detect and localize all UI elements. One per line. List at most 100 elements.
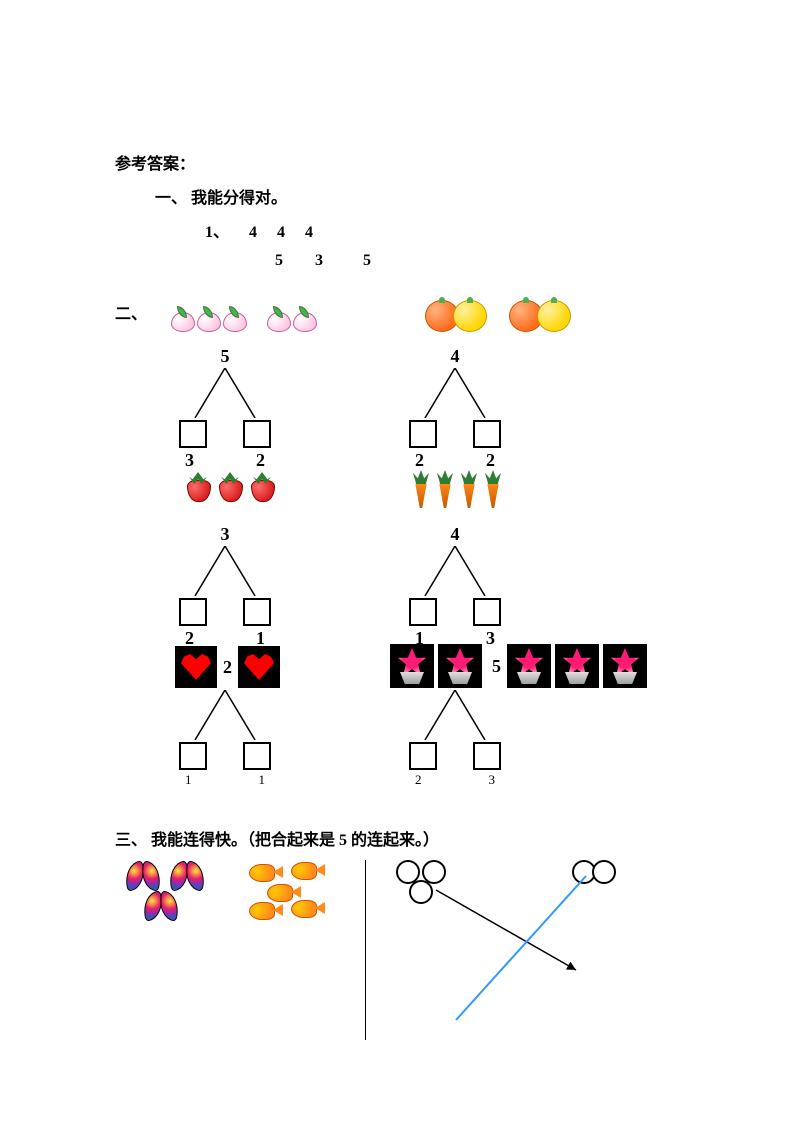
fork-box-right bbox=[473, 742, 501, 770]
fork-box-right bbox=[243, 598, 271, 626]
section3-heading: 三、 我能连得快。（把合起来是 5 的连起来。） bbox=[115, 826, 693, 850]
matching-lines-icon bbox=[416, 870, 616, 1030]
flower-icon bbox=[507, 644, 551, 688]
row2-v1: 5 bbox=[275, 252, 283, 269]
fork-box-left bbox=[409, 420, 437, 448]
fork-left: 2 bbox=[415, 450, 424, 471]
left-pictures bbox=[115, 860, 335, 1040]
peach-icon bbox=[219, 304, 249, 332]
fork-lines-icon bbox=[185, 368, 265, 418]
flower-icon bbox=[390, 644, 434, 688]
fish-group bbox=[245, 860, 335, 920]
butterfly-icon bbox=[125, 860, 161, 890]
fork-top: 4 bbox=[451, 524, 460, 545]
section1-row2: 5 3 5 bbox=[115, 252, 693, 270]
fork-top: 5 bbox=[221, 346, 230, 367]
fruit-row-1: 二、 bbox=[115, 300, 693, 332]
carrot-group bbox=[411, 470, 507, 510]
heart-fork-top-inline: 2 bbox=[223, 657, 232, 678]
fork-box-right bbox=[473, 598, 501, 626]
fork-right: 2 bbox=[486, 450, 495, 471]
flower-group: 5 bbox=[390, 644, 651, 688]
fork-box-left bbox=[409, 742, 437, 770]
butterfly-group bbox=[115, 860, 205, 920]
row1-prefix: 1、 bbox=[205, 224, 229, 241]
section2-label: 二、 bbox=[115, 300, 147, 324]
fish-icon bbox=[249, 900, 283, 920]
section1-label: 一、 bbox=[155, 190, 187, 207]
flower-icon bbox=[603, 644, 647, 688]
section3: 三、 我能连得快。（把合起来是 5 的连起来。） bbox=[115, 826, 693, 1040]
fish-icon bbox=[249, 862, 283, 882]
section2: 二、 5 bbox=[115, 300, 693, 816]
fork-box-left bbox=[409, 598, 437, 626]
divider bbox=[365, 860, 366, 1040]
fork-top: 4 bbox=[451, 346, 460, 367]
carrot-icon bbox=[435, 470, 455, 510]
butterfly-icon bbox=[143, 890, 179, 920]
carrot-icon bbox=[411, 470, 431, 510]
strawberry-icon bbox=[249, 470, 275, 502]
flower-fork-top-inline: 5 bbox=[492, 656, 501, 677]
fork-lines-icon bbox=[415, 368, 495, 418]
fork-right: 2 bbox=[256, 450, 265, 471]
section1-heading: 一、 我能分得对。 bbox=[115, 184, 693, 208]
fork-box-left bbox=[179, 420, 207, 448]
flower-fork: 2 3 bbox=[385, 686, 525, 816]
fish-icon bbox=[291, 860, 325, 880]
flower-icon bbox=[438, 644, 482, 688]
fork-box-left bbox=[179, 742, 207, 770]
fork-box-right bbox=[243, 742, 271, 770]
butterfly-icon bbox=[169, 860, 205, 890]
section1-row1: 1、 4 4 4 bbox=[115, 218, 693, 242]
fork-box-left bbox=[179, 598, 207, 626]
fork-lines-icon bbox=[185, 546, 265, 596]
row2-v2: 3 bbox=[315, 252, 323, 269]
row1-v2: 4 bbox=[277, 224, 285, 241]
strawberry-group bbox=[185, 470, 281, 510]
carrot-icon bbox=[483, 470, 503, 510]
heart-fork: 1 1 bbox=[155, 686, 295, 816]
fork-left: 3 bbox=[185, 450, 194, 471]
circle-groups bbox=[396, 860, 616, 1040]
strawberry-fork: 3 2 1 bbox=[155, 524, 295, 654]
fork-box-right bbox=[473, 420, 501, 448]
fruit-row-2 bbox=[185, 470, 693, 510]
fork-row-2: 3 2 1 4 1 3 bbox=[155, 518, 693, 654]
peach-icon bbox=[289, 304, 319, 332]
row1-v3: 4 bbox=[305, 224, 313, 241]
orange-group bbox=[425, 300, 571, 332]
fork-lines-icon bbox=[185, 690, 265, 740]
orange-fork: 4 2 2 bbox=[385, 346, 525, 476]
strawberry-icon bbox=[217, 470, 243, 502]
match-area bbox=[115, 860, 693, 1040]
fork-row-1: 5 3 2 4 2 2 bbox=[155, 340, 693, 476]
fork-lines-icon bbox=[415, 546, 495, 596]
fish-icon bbox=[291, 898, 325, 918]
fork-right: 3 bbox=[489, 772, 496, 788]
fork-top: 3 bbox=[221, 524, 230, 545]
strawberry-icon bbox=[185, 470, 211, 502]
carrot-fork: 4 1 3 bbox=[385, 524, 525, 654]
fork-box-right bbox=[243, 420, 271, 448]
answers-title: 参考答案： bbox=[115, 150, 693, 174]
row2-v3: 5 bbox=[363, 252, 371, 269]
section1-title: 我能分得对。 bbox=[191, 190, 287, 207]
fork-left: 1 bbox=[185, 772, 192, 788]
heart-icon bbox=[175, 646, 217, 688]
fork-right: 3 bbox=[486, 628, 495, 649]
fork-lines-icon bbox=[415, 690, 495, 740]
peach-fork: 5 3 2 bbox=[155, 346, 295, 476]
fork-row-3: 1 1 2 3 bbox=[155, 680, 693, 816]
fork-left: 2 bbox=[415, 772, 422, 788]
fork-right: 1 bbox=[259, 772, 266, 788]
section3-title: 我能连得快。（把合起来是 5 的连起来。） bbox=[151, 832, 439, 849]
flower-icon bbox=[555, 644, 599, 688]
section3-label: 三、 bbox=[115, 832, 147, 849]
orange-icon bbox=[453, 300, 487, 332]
orange-icon bbox=[537, 300, 571, 332]
carrot-icon bbox=[459, 470, 479, 510]
heart-icon bbox=[238, 646, 280, 688]
row1-v1: 4 bbox=[249, 224, 257, 241]
peach-group bbox=[167, 304, 315, 332]
